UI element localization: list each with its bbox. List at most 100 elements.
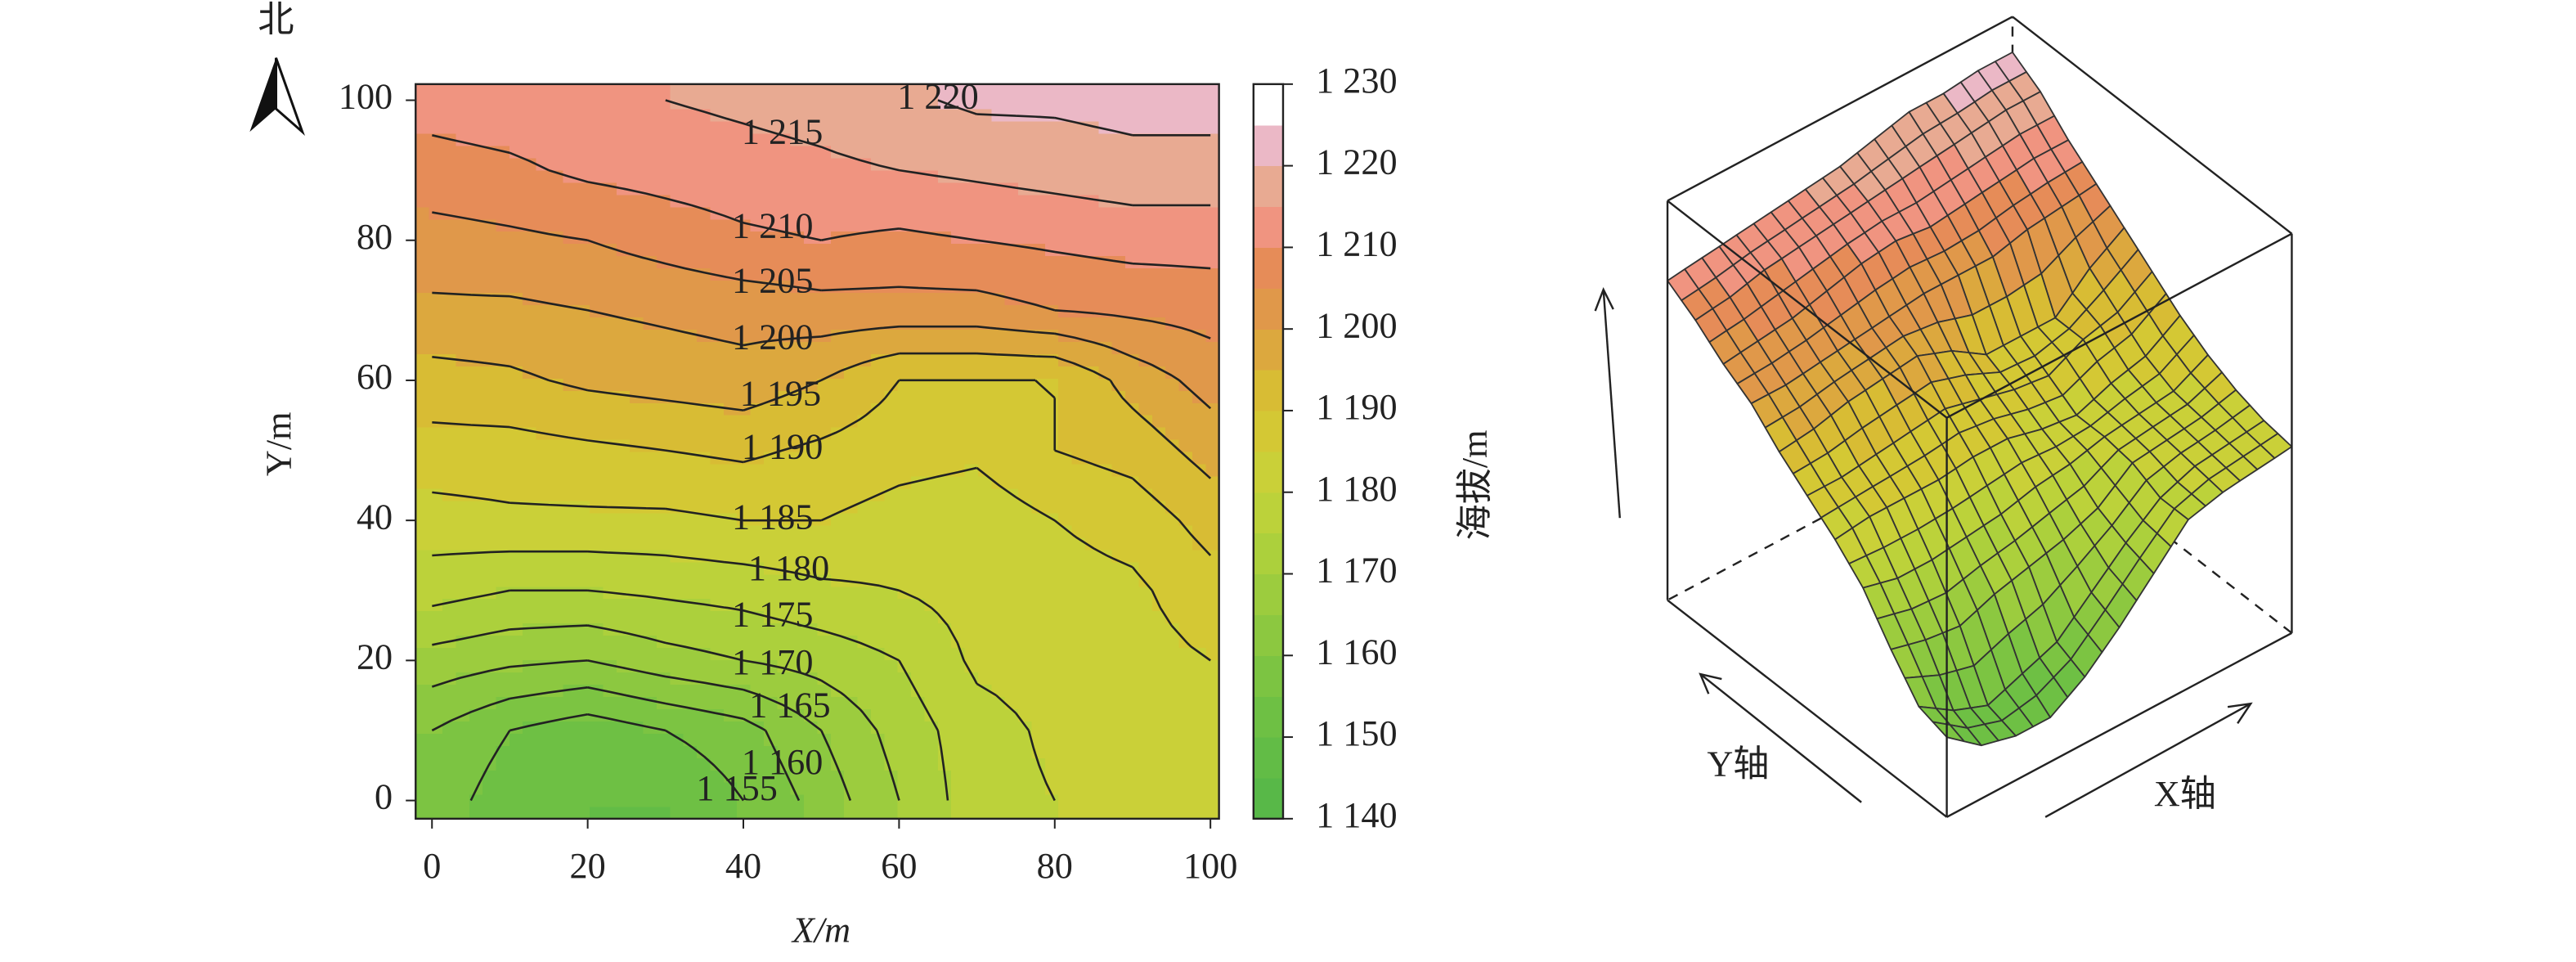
fill-cell <box>576 672 590 686</box>
fill-cell <box>991 561 1006 575</box>
fill-cell <box>1125 757 1140 771</box>
fill-cell <box>576 108 590 122</box>
fill-cell <box>1084 598 1100 612</box>
fill-cell <box>1111 157 1126 171</box>
fill-cell <box>1138 120 1153 134</box>
fill-cell <box>469 463 483 477</box>
fill-cell <box>857 108 872 122</box>
fill-cell <box>415 231 430 245</box>
fill-cell <box>509 280 524 294</box>
fill-cell <box>844 684 859 697</box>
fill-cell <box>697 793 711 807</box>
fill-cell <box>817 696 832 709</box>
fill-cell <box>1084 438 1100 452</box>
fill-cell <box>937 757 952 771</box>
fill-cell <box>937 721 952 734</box>
fill-cell <box>830 353 845 366</box>
fill-cell <box>830 402 845 416</box>
fill-cell <box>1018 672 1033 686</box>
fill-cell <box>951 182 966 196</box>
fill-cell <box>1125 169 1140 183</box>
fill-cell <box>897 390 912 403</box>
fill-cell <box>670 390 684 403</box>
fill-cell <box>977 353 993 366</box>
fill-cell <box>1018 586 1033 600</box>
fill-cell <box>1018 659 1033 673</box>
fill-cell <box>1071 721 1086 734</box>
fill-cell <box>1004 133 1019 146</box>
fill-cell <box>977 255 993 269</box>
fill-cell <box>977 475 993 489</box>
fill-cell <box>496 317 510 330</box>
fill-cell <box>1138 684 1153 697</box>
fill-cell <box>1084 537 1100 551</box>
fill-cell <box>1205 120 1220 134</box>
fill-cell <box>697 781 711 795</box>
fill-cell <box>1044 366 1059 379</box>
fill-cell <box>563 781 577 795</box>
fill-cell <box>924 280 939 294</box>
fill-cell <box>964 317 979 330</box>
fill-cell <box>643 169 657 183</box>
fill-cell <box>924 182 939 196</box>
fill-cell <box>1151 133 1166 146</box>
fill-cell <box>1192 561 1207 575</box>
fill-cell <box>616 561 631 575</box>
fill-cell <box>523 206 537 220</box>
fill-cell <box>549 793 564 807</box>
fill-cell <box>1138 255 1153 269</box>
fill-cell <box>697 280 711 294</box>
fill-cell <box>737 598 752 612</box>
fill-cell <box>590 133 604 146</box>
fill-cell <box>1111 757 1126 771</box>
fill-cell <box>429 145 443 159</box>
fill-cell <box>964 781 979 795</box>
fill-cell <box>1058 475 1073 489</box>
fill-cell <box>1098 157 1113 171</box>
fill-cell <box>442 218 457 232</box>
fill-cell <box>1031 390 1046 403</box>
fill-cell <box>523 781 537 795</box>
surface-y-label: Y轴 <box>1707 744 1769 784</box>
fill-cell <box>549 438 564 452</box>
fill-cell <box>991 793 1006 807</box>
fill-cell <box>817 438 832 452</box>
fill-cell <box>630 426 644 440</box>
fill-cell <box>1098 329 1113 342</box>
fill-cell <box>1084 108 1100 122</box>
fill-cell <box>697 218 711 232</box>
fill-cell <box>469 206 483 220</box>
fill-cell <box>870 83 886 97</box>
fill-cell <box>991 451 1006 465</box>
fill-cell <box>737 182 752 196</box>
fill-cell <box>937 488 952 501</box>
fill-cell <box>469 426 483 440</box>
fill-cell <box>697 390 711 403</box>
fill-cell <box>482 769 497 783</box>
fill-cell <box>1205 366 1220 379</box>
fill-cell <box>710 255 725 269</box>
fill-cell <box>1084 304 1100 318</box>
fill-cell <box>977 194 993 208</box>
fill-cell <box>763 243 779 257</box>
fill-cell <box>469 317 483 330</box>
fill-cell <box>415 537 430 551</box>
fill-cell <box>830 438 845 452</box>
fill-cell <box>549 353 564 366</box>
fill-cell <box>804 169 819 183</box>
fill-cell <box>603 157 617 171</box>
fill-cell <box>697 721 711 734</box>
fill-cell <box>1111 317 1126 330</box>
fill-cell <box>523 769 537 783</box>
fill-cell <box>590 635 604 649</box>
fill-cell <box>1138 426 1153 440</box>
fill-cell <box>991 194 1006 208</box>
fill-cell <box>817 647 832 661</box>
fill-cell <box>643 83 657 97</box>
fill-cell <box>656 793 671 807</box>
fill-cell <box>1031 267 1046 281</box>
fill-cell <box>1031 317 1046 330</box>
fill-cell <box>670 659 684 673</box>
fill-cell <box>603 255 617 269</box>
fill-cell <box>991 635 1006 649</box>
